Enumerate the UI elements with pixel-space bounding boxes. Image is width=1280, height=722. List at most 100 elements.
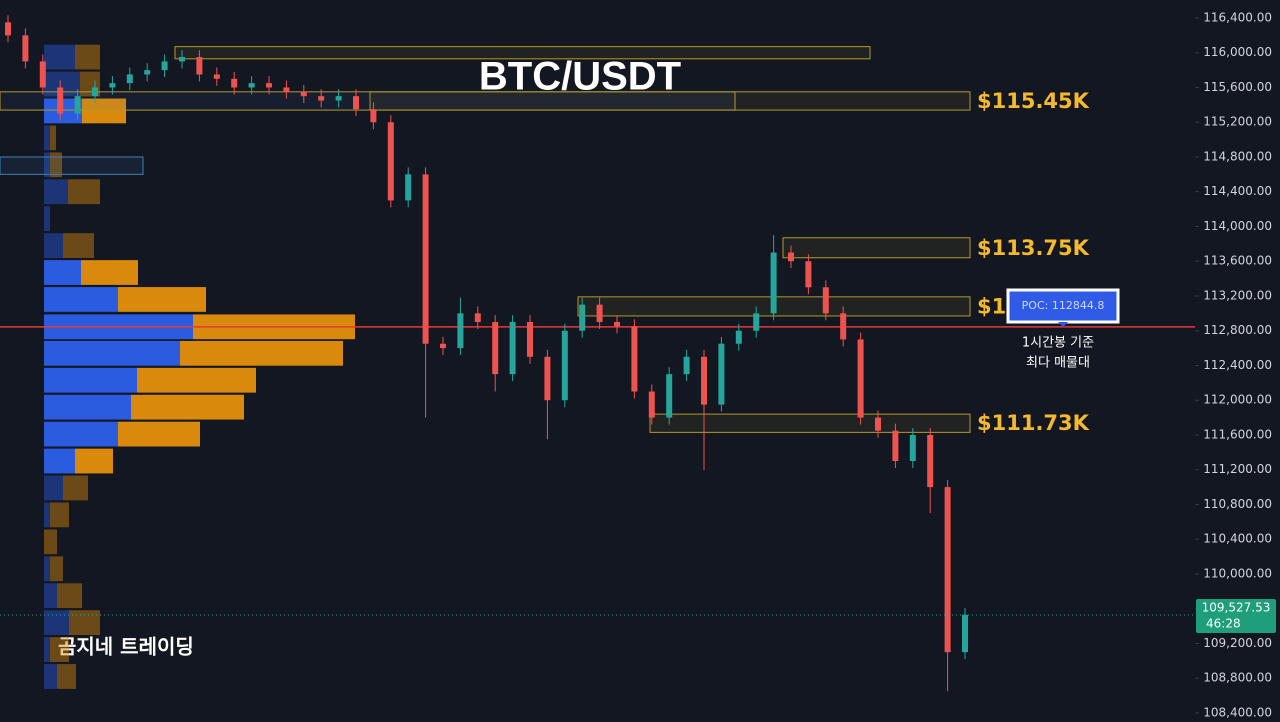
profile-buy (44, 664, 57, 689)
profile-sell (118, 287, 206, 312)
candle-body (335, 96, 342, 101)
profile-sell (63, 475, 88, 501)
profile-buy (44, 448, 75, 474)
y-tick-label: 115,600.00 (1203, 80, 1272, 94)
candle-body (248, 83, 255, 88)
y-tick-label: 113,600.00 (1203, 254, 1272, 268)
profile-buy (44, 44, 75, 70)
candle-body (735, 330, 742, 344)
y-tick-label: 113,200.00 (1203, 288, 1272, 302)
zone (782, 237, 971, 259)
candle-body (857, 339, 864, 418)
profile-sell (50, 125, 56, 151)
y-tick-label: 112,800.00 (1203, 323, 1272, 337)
candle-body (5, 22, 11, 36)
y-tick-label: 111,200.00 (1203, 462, 1272, 476)
profile-sell (68, 179, 100, 205)
zone (0, 156, 144, 175)
candle-body (474, 313, 481, 323)
candle-body (875, 417, 881, 431)
candle-body (718, 343, 725, 405)
profile-buy (44, 394, 131, 420)
candle-body (266, 83, 272, 88)
profile-buy (44, 367, 137, 393)
profile-sell (69, 610, 100, 636)
candle-body (892, 430, 899, 462)
profile-sell (50, 556, 63, 582)
profile-sell (75, 44, 100, 70)
profile-sell (50, 502, 69, 528)
profile-sell (131, 394, 244, 420)
annotation: 최다 매물대 (1026, 356, 1090, 371)
candle-body (683, 356, 690, 375)
candle-body (39, 61, 46, 88)
profile-buy (44, 637, 50, 662)
candle-body (283, 87, 290, 92)
y-tick-label: 116,400.00 (1203, 10, 1272, 24)
candle-body (161, 61, 168, 71)
candle-body (770, 252, 777, 314)
candle-body (509, 322, 516, 375)
profile-buy (44, 152, 50, 178)
candle-body (614, 322, 620, 327)
y-tick-label: 115,200.00 (1203, 115, 1272, 129)
profile-sell (57, 664, 76, 689)
candle-body (527, 322, 533, 357)
candle-body (231, 78, 238, 88)
profile-buy (44, 502, 50, 528)
candle-body (805, 261, 812, 288)
zone-label: $113.75K (977, 236, 1090, 260)
y-tick-label: 110,000.00 (1203, 566, 1272, 580)
y-tick-label: 114,400.00 (1203, 184, 1272, 198)
candle-body (753, 313, 760, 331)
profile-sell (75, 448, 113, 474)
candle-body (927, 434, 934, 488)
candle-body (788, 252, 794, 262)
profile-sell (118, 421, 200, 447)
profile-buy (44, 421, 118, 447)
profile-buy (44, 125, 50, 151)
profile-buy (44, 475, 63, 501)
poc-label: POC: 112844.8 (1022, 299, 1105, 312)
candle-body (126, 74, 133, 84)
candle-body (666, 374, 673, 418)
candle-body (944, 487, 951, 653)
poc-box (1006, 288, 1120, 324)
candle-body (109, 83, 116, 88)
y-tick-label: 109,200.00 (1203, 636, 1272, 650)
candle-body (648, 391, 655, 418)
candle-body (92, 87, 98, 97)
zone-label: $111.73K (977, 411, 1090, 435)
candle-body (596, 304, 603, 323)
y-tick-label: 116,000.00 (1203, 45, 1272, 59)
candle-body (561, 330, 568, 401)
candle-body (405, 174, 412, 201)
y-tick-label: 112,000.00 (1203, 393, 1272, 407)
poc-pointer (1058, 322, 1068, 327)
profile-sell (180, 340, 343, 366)
profile-sell (137, 367, 256, 393)
candle-body (74, 96, 81, 114)
profile-buy (44, 233, 63, 258)
y-tick-label: 108,400.00 (1203, 705, 1272, 719)
y-tick-label: 114,000.00 (1203, 219, 1272, 233)
profile-buy (44, 179, 68, 205)
y-tick-label: 112,400.00 (1203, 358, 1272, 372)
candle-body (387, 122, 394, 201)
candle-body (196, 57, 203, 75)
zone (649, 413, 971, 433)
candle-body (318, 96, 325, 101)
profile-buy (44, 556, 50, 582)
candle-body (962, 614, 968, 653)
profile-sell (44, 529, 57, 555)
candle-body (457, 313, 464, 349)
profile-sell (63, 233, 94, 258)
candle-body (22, 35, 29, 62)
candle-body (353, 96, 359, 110)
candle-body (579, 304, 586, 331)
y-tick-label: 108,800.00 (1203, 671, 1272, 685)
profile-sell (57, 583, 82, 609)
watermark: 곰지네 트레이딩 (58, 635, 194, 659)
profile-buy (44, 260, 81, 285)
candle-body (179, 57, 185, 62)
